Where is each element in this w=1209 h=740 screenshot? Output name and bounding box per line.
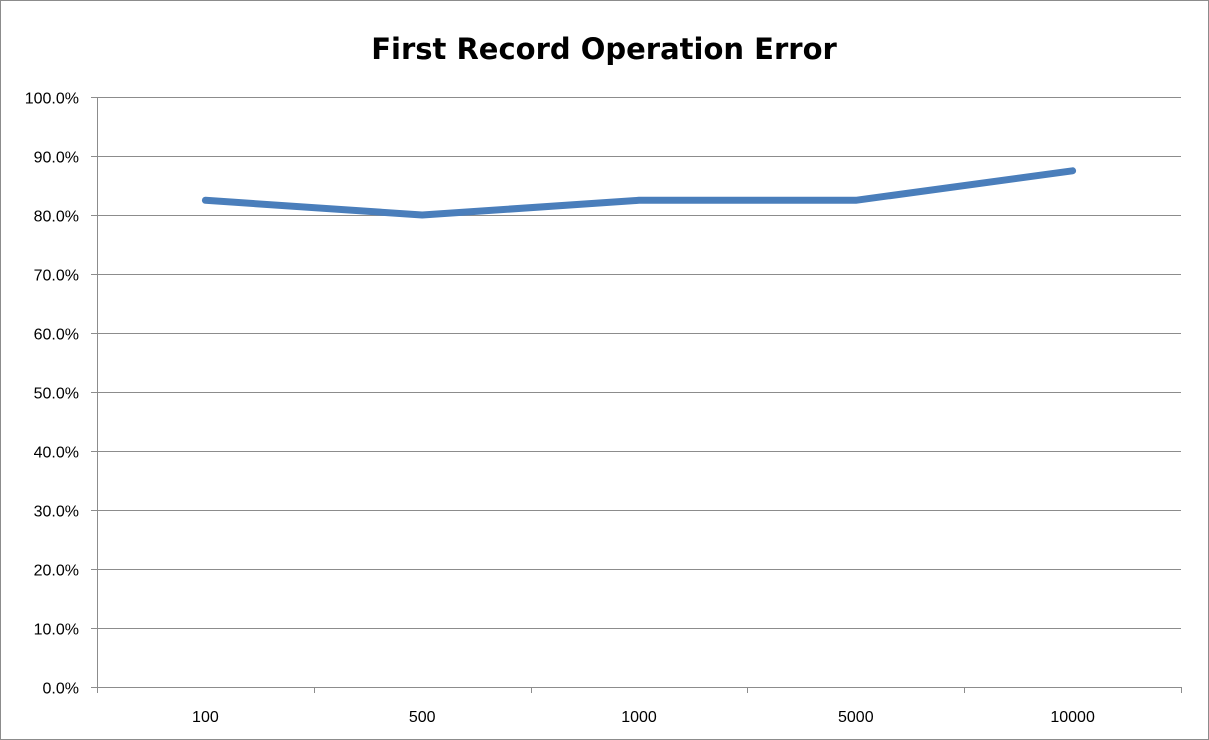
y-tick-labels: 0.0% 10.0% 20.0% 30.0% 40.0% 50.0% 60.0% 70.0% 8… [25,91,79,698]
x-tick-label: 1000 [621,709,657,726]
gridlines [97,97,1181,629]
series-line [201,167,1077,219]
chart-title: First Record Operation Error [371,32,837,66]
series-layer [201,167,1077,219]
y-tick-label: 10.0% [34,622,79,639]
y-tick-label: 80.0% [34,209,79,226]
x-tick-label: 5000 [838,709,874,726]
x-tick-labels: 100 500 1000 5000 10000 [192,709,1095,726]
x-tick-label: 10000 [1050,709,1095,726]
y-tick-label: 0.0% [43,681,79,698]
x-tick-label: 100 [192,709,219,726]
y-tick-label: 60.0% [34,327,79,344]
y-tick-label: 100.0% [25,91,79,108]
y-tick-label: 70.0% [34,268,79,285]
y-tick-label: 20.0% [34,563,79,580]
y-tick-label: 90.0% [34,150,79,167]
y-tick-label: 40.0% [34,445,79,462]
x-tick-label: 500 [409,709,436,726]
y-tick-label: 50.0% [34,386,79,403]
y-tick-label: 30.0% [34,504,79,521]
axes [91,97,1182,693]
